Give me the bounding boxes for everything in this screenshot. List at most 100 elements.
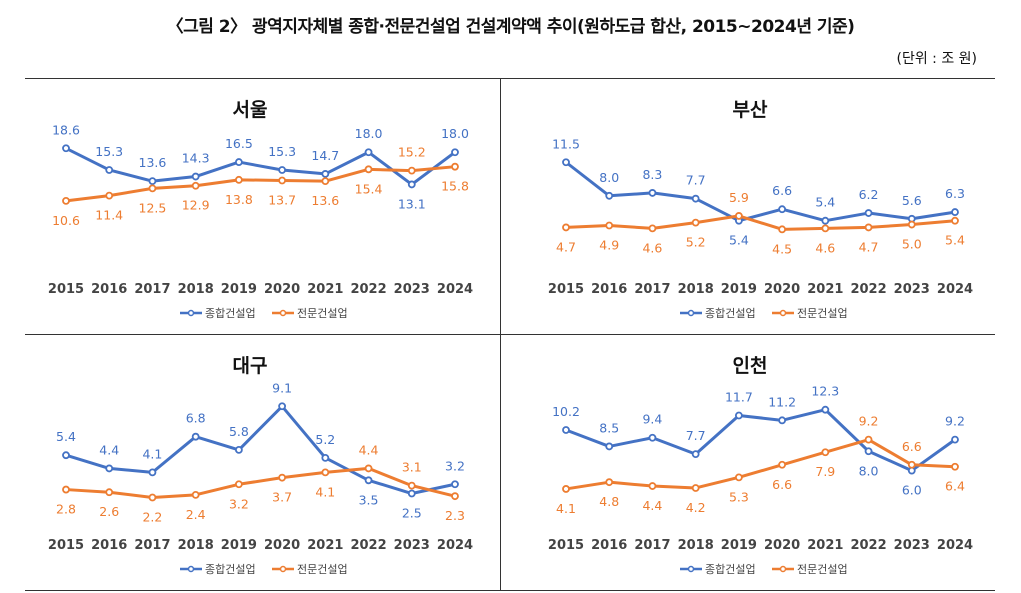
series-line-specialty bbox=[65, 165, 456, 203]
legend-marker-icon bbox=[279, 565, 287, 573]
data-label: 8.3 bbox=[642, 167, 662, 182]
data-label: 7.9 bbox=[815, 464, 835, 479]
data-label: 12.9 bbox=[182, 198, 210, 213]
data-point bbox=[407, 489, 416, 498]
data-label: 5.4 bbox=[729, 233, 749, 248]
data-point bbox=[821, 405, 830, 414]
data-point bbox=[62, 196, 70, 205]
data-label: 4.4 bbox=[642, 498, 662, 513]
data-label: 3.5 bbox=[359, 492, 379, 507]
data-point bbox=[191, 172, 200, 181]
chart-incheon: 인천 2015 2016 2017 2018 2019 2020 2021 2022 2023 20… bbox=[500, 336, 1000, 591]
legend-label: 전문건설업 bbox=[797, 563, 848, 576]
data-point bbox=[562, 223, 570, 232]
data-label: 6.6 bbox=[902, 439, 922, 454]
data-label: 4.4 bbox=[359, 442, 379, 457]
data-label: 12.5 bbox=[139, 200, 167, 215]
chart-daegu: 대구 2015 2016 2017 2018 2019 2020 2021 2022 2023 20… bbox=[0, 336, 500, 591]
series-line-general bbox=[565, 408, 956, 473]
data-label: 4.6 bbox=[642, 240, 662, 255]
data-point bbox=[691, 450, 700, 459]
legend-marker-icon bbox=[779, 565, 787, 573]
data-point bbox=[364, 476, 373, 485]
data-label: 15.3 bbox=[268, 144, 296, 159]
x-tick-label: 2016 bbox=[591, 282, 627, 297]
legend-label: 전문건설업 bbox=[297, 307, 348, 320]
data-point bbox=[734, 411, 743, 420]
data-label: 4.9 bbox=[599, 238, 619, 253]
legend-label: 종합건설업 bbox=[205, 307, 256, 320]
data-label: 5.0 bbox=[902, 237, 922, 252]
data-point bbox=[451, 492, 459, 501]
x-tick-label: 2024 bbox=[937, 538, 973, 553]
data-point bbox=[234, 480, 243, 489]
data-point bbox=[234, 158, 243, 166]
data-label: 6.4 bbox=[945, 479, 965, 494]
data-point bbox=[691, 194, 700, 203]
x-tick-label: 2021 bbox=[807, 282, 843, 297]
x-tick-label: 2016 bbox=[91, 538, 127, 553]
data-point bbox=[562, 485, 570, 493]
data-label: 6.2 bbox=[859, 187, 879, 202]
series-line-specialty bbox=[65, 466, 456, 499]
legend-label: 전문건설업 bbox=[297, 563, 348, 576]
x-tick-label: 2020 bbox=[264, 282, 300, 297]
data-label: 4.5 bbox=[772, 241, 792, 256]
data-label: 5.2 bbox=[315, 432, 335, 447]
data-label: 8.0 bbox=[599, 170, 619, 185]
data-point bbox=[451, 480, 459, 489]
data-point bbox=[562, 158, 570, 167]
x-tick-label: 2017 bbox=[134, 538, 170, 553]
x-tick-label: 2016 bbox=[91, 282, 127, 297]
data-point bbox=[191, 432, 200, 441]
data-label: 13.7 bbox=[268, 192, 296, 207]
x-tick-label: 2020 bbox=[264, 538, 300, 553]
data-point bbox=[278, 166, 287, 174]
chart-seoul: 서울 2015 2016 2017 2018 2019 2020 2021 2022 2023 20… bbox=[0, 80, 500, 335]
bottom-divider bbox=[25, 590, 995, 591]
data-point bbox=[605, 191, 614, 200]
chart-title: 대구 bbox=[233, 355, 268, 377]
x-tick-label: 2017 bbox=[634, 282, 670, 297]
data-point bbox=[864, 223, 873, 232]
data-point bbox=[778, 416, 787, 425]
data-label: 18.0 bbox=[355, 126, 383, 141]
chart-title: 인천 bbox=[733, 355, 768, 377]
data-point bbox=[105, 166, 114, 174]
data-point bbox=[278, 402, 287, 411]
legend-label: 종합건설업 bbox=[705, 307, 756, 320]
data-point bbox=[278, 176, 287, 185]
data-label: 13.6 bbox=[139, 155, 167, 170]
data-label: 6.6 bbox=[772, 183, 792, 198]
data-label: 8.5 bbox=[599, 420, 619, 435]
x-tick-label: 2019 bbox=[221, 282, 257, 297]
x-tick-label: 2021 bbox=[307, 282, 343, 297]
vertical-divider bbox=[500, 79, 501, 591]
data-point bbox=[778, 205, 787, 214]
figure-title: 〈그림 2〉 광역지자체별 종합·전문건설업 건설계약액 추이(원하도급 합산,… bbox=[166, 17, 855, 37]
data-point bbox=[951, 435, 959, 444]
data-label: 7.7 bbox=[686, 428, 706, 443]
data-label: 6.8 bbox=[186, 411, 206, 426]
data-label: 15.2 bbox=[398, 145, 426, 160]
data-point bbox=[562, 426, 570, 434]
data-point bbox=[451, 148, 459, 157]
data-point bbox=[648, 224, 657, 233]
data-label: 5.4 bbox=[56, 429, 76, 444]
data-point bbox=[864, 447, 873, 456]
data-point bbox=[734, 473, 743, 482]
data-point bbox=[234, 446, 243, 454]
data-point bbox=[148, 177, 157, 186]
x-tick-label: 2018 bbox=[178, 282, 214, 297]
x-tick-label: 2017 bbox=[634, 538, 670, 553]
data-point bbox=[191, 490, 200, 499]
data-label: 2.6 bbox=[99, 504, 119, 519]
data-label: 10.2 bbox=[552, 404, 580, 419]
data-label: 2.5 bbox=[402, 506, 422, 521]
chart-busan: 부산 2015 2016 2017 2018 2019 2020 2021 2022 2023 20… bbox=[500, 80, 1000, 335]
data-label: 2.4 bbox=[186, 507, 206, 522]
data-label: 4.1 bbox=[315, 484, 335, 499]
data-label: 6.3 bbox=[945, 186, 965, 201]
data-point bbox=[105, 488, 114, 497]
data-point bbox=[951, 208, 959, 216]
